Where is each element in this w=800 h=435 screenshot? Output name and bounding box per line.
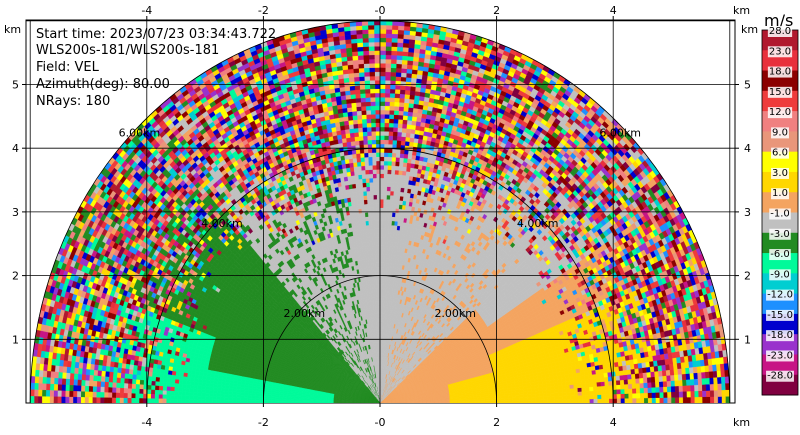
field-cell xyxy=(294,399,299,402)
field-cell xyxy=(282,399,288,402)
field-cell xyxy=(317,401,322,403)
field-cell xyxy=(298,401,303,403)
field-cell xyxy=(381,313,384,319)
field-cell xyxy=(278,398,284,402)
field-cell xyxy=(294,401,299,403)
field-cell xyxy=(480,400,486,403)
field-cell xyxy=(286,400,291,403)
field-cell xyxy=(352,402,357,403)
field-cell xyxy=(480,398,486,402)
field-cell xyxy=(309,401,315,403)
field-cell xyxy=(313,401,318,403)
field-cell xyxy=(282,397,287,400)
field-cell xyxy=(306,401,311,403)
field-cell xyxy=(484,398,489,402)
field-cell xyxy=(461,401,466,403)
field-cell xyxy=(286,399,291,402)
field-cell xyxy=(309,400,315,402)
field-cell xyxy=(274,400,280,403)
field-cell xyxy=(321,401,326,403)
field-cell xyxy=(329,401,334,403)
field-cell xyxy=(381,283,385,289)
field-cell xyxy=(290,401,295,403)
field-cell xyxy=(282,400,287,403)
field-cell xyxy=(325,401,330,403)
field-cell xyxy=(477,400,482,403)
field-cell xyxy=(383,292,386,298)
field-cell xyxy=(375,283,379,289)
velocity-field xyxy=(29,20,731,403)
field-cell xyxy=(472,399,478,402)
field-cell xyxy=(383,283,386,289)
field-cell xyxy=(333,401,338,403)
field-cell xyxy=(340,402,346,403)
field-cell xyxy=(336,401,342,403)
field-cell xyxy=(348,402,353,403)
field-cell xyxy=(274,398,280,402)
field-cell xyxy=(381,300,384,306)
field-cell xyxy=(381,288,384,293)
field-cell xyxy=(274,396,280,400)
field-cell xyxy=(484,400,489,403)
field-cell xyxy=(302,401,307,403)
field-cell xyxy=(278,400,283,403)
field-cell xyxy=(344,402,350,403)
